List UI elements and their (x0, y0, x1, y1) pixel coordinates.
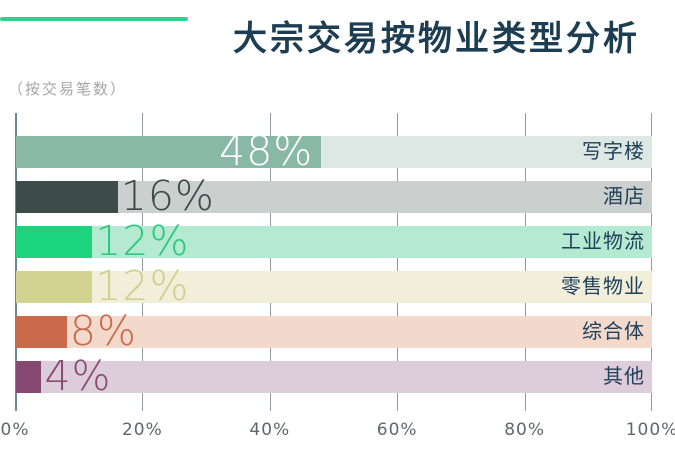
bar-value-label: 48% (219, 127, 314, 175)
x-tick-label: 0% (0, 420, 30, 440)
x-axis-labels: 0% 20% 40% 60% 80% 100% (1, 420, 675, 444)
plot-area: 48% 写字楼 16% 酒店 12% 工业物流 12% 零售物业 8% 综合体 4% 其他 (15, 113, 652, 411)
bar-track (16, 181, 652, 213)
accent-line (0, 17, 188, 21)
x-tick-label: 40% (249, 420, 291, 440)
bar-fill (16, 361, 42, 393)
bar-track (16, 226, 652, 258)
bar-value-label: 16% (120, 172, 215, 220)
bar-row: 8% 综合体 (16, 307, 652, 355)
bar-track (16, 271, 652, 303)
gridline (651, 113, 652, 411)
bar-fill (16, 181, 118, 213)
gridline (142, 113, 144, 411)
bar-fill (16, 136, 322, 168)
bar-value-label: 12% (95, 262, 190, 310)
x-tick-label: 20% (121, 420, 163, 440)
x-tick-label: 60% (376, 420, 418, 440)
bar-row: 48% 写字楼 (16, 127, 652, 175)
bar-value-label: 4% (44, 352, 112, 400)
bar-category-label: 零售物业 (561, 276, 645, 298)
bar-fill (16, 316, 67, 348)
bar-fill (16, 271, 93, 303)
x-tick-label: 80% (504, 420, 545, 440)
bar-track (16, 316, 652, 348)
chart-subtitle: （按交易笔数） (8, 81, 128, 98)
bars: 48% 写字楼 16% 酒店 12% 工业物流 12% 零售物业 8% 综合体 4% 其他 (16, 127, 652, 406)
bar-category-label: 酒店 (603, 186, 645, 208)
y-axis-line (15, 113, 17, 411)
bar-category-label: 综合体 (582, 321, 645, 343)
bar-row: 4% 其他 (16, 352, 652, 400)
gridline (269, 113, 271, 411)
bar-row: 12% 零售物业 (16, 262, 652, 310)
bar-category-label: 写字楼 (582, 141, 645, 163)
bar-row: 12% 工业物流 (16, 217, 652, 265)
bar-category-label: 工业物流 (561, 231, 645, 253)
bar-fill (16, 226, 93, 258)
gridline (524, 113, 526, 411)
gridline (397, 113, 399, 411)
bar-category-label: 其他 (603, 366, 645, 388)
x-tick-label: 100% (625, 420, 675, 440)
bar-track (16, 361, 652, 393)
chart-title: 大宗交易按物业类型分析 (233, 20, 640, 58)
bar-value-label: 12% (95, 217, 190, 265)
bar-value-label: 8% (69, 307, 137, 355)
bar-row: 16% 酒店 (16, 172, 652, 220)
